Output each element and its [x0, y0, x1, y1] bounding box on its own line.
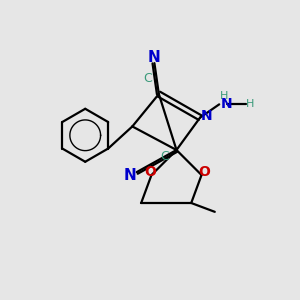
Text: N: N — [148, 50, 161, 65]
Text: H: H — [246, 99, 254, 110]
Text: N: N — [221, 98, 232, 111]
Text: C: C — [160, 150, 169, 163]
Text: N: N — [124, 167, 136, 182]
Text: C: C — [143, 72, 152, 85]
Text: O: O — [199, 165, 210, 179]
Text: H: H — [219, 91, 228, 100]
Text: O: O — [144, 165, 156, 179]
Text: N: N — [201, 109, 212, 123]
